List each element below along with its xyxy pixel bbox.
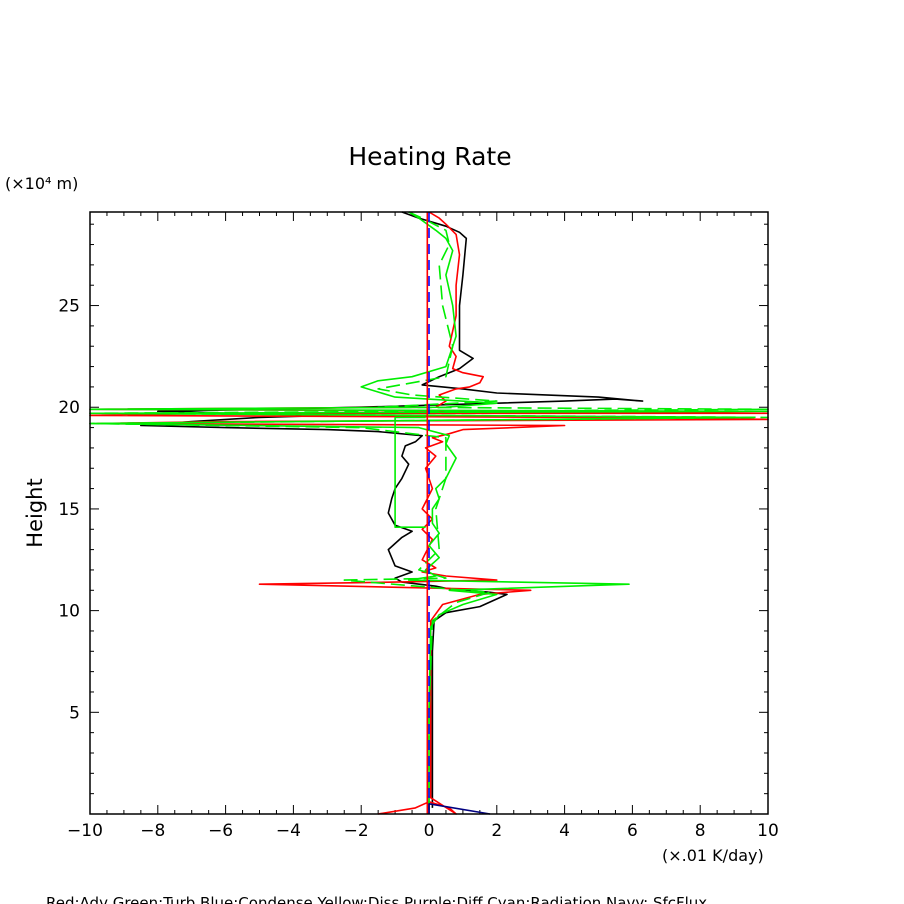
x-tick-label: −6 — [208, 821, 233, 841]
chart-title: Heating Rate — [348, 142, 511, 171]
series-line-7 — [394, 416, 426, 529]
y-unit-label: (×10⁴ m) — [5, 174, 78, 193]
x-unit-label: (×.01 K/day) — [662, 846, 764, 865]
x-tick-label: −8 — [140, 821, 165, 841]
x-tick-label: 6 — [627, 821, 638, 841]
y-tick-label: 5 — [69, 703, 80, 723]
series-line-2 — [89, 211, 769, 810]
x-tick-label: −2 — [344, 821, 369, 841]
x-tick-label: 0 — [424, 821, 435, 841]
series-line-0 — [140, 211, 644, 808]
x-tick-label: 10 — [757, 821, 779, 841]
x-tick-label: 4 — [559, 821, 570, 841]
x-tick-label: 2 — [491, 821, 502, 841]
y-tick-label: 15 — [58, 500, 80, 520]
axis-tick-labels: −10 −8 −6 −4 −2 0 2 4 6 8 10 5 10 15 20 25 — [58, 297, 778, 841]
y-axis-label: Height — [23, 478, 47, 547]
x-tick-label: −4 — [276, 821, 301, 841]
series-line-1 — [89, 211, 769, 815]
y-tick-label: 25 — [58, 297, 80, 317]
y-tick-label: 10 — [58, 602, 80, 622]
legend-text: Red:Adv Green:Turb Blue:Condense Yellow:… — [46, 894, 707, 904]
x-tick-label: 8 — [695, 821, 706, 841]
plot-frame — [89, 211, 769, 815]
data-series — [89, 211, 769, 815]
series-line-5 — [428, 802, 491, 815]
x-tick-label: −10 — [67, 821, 103, 841]
y-tick-label: 20 — [58, 398, 80, 418]
